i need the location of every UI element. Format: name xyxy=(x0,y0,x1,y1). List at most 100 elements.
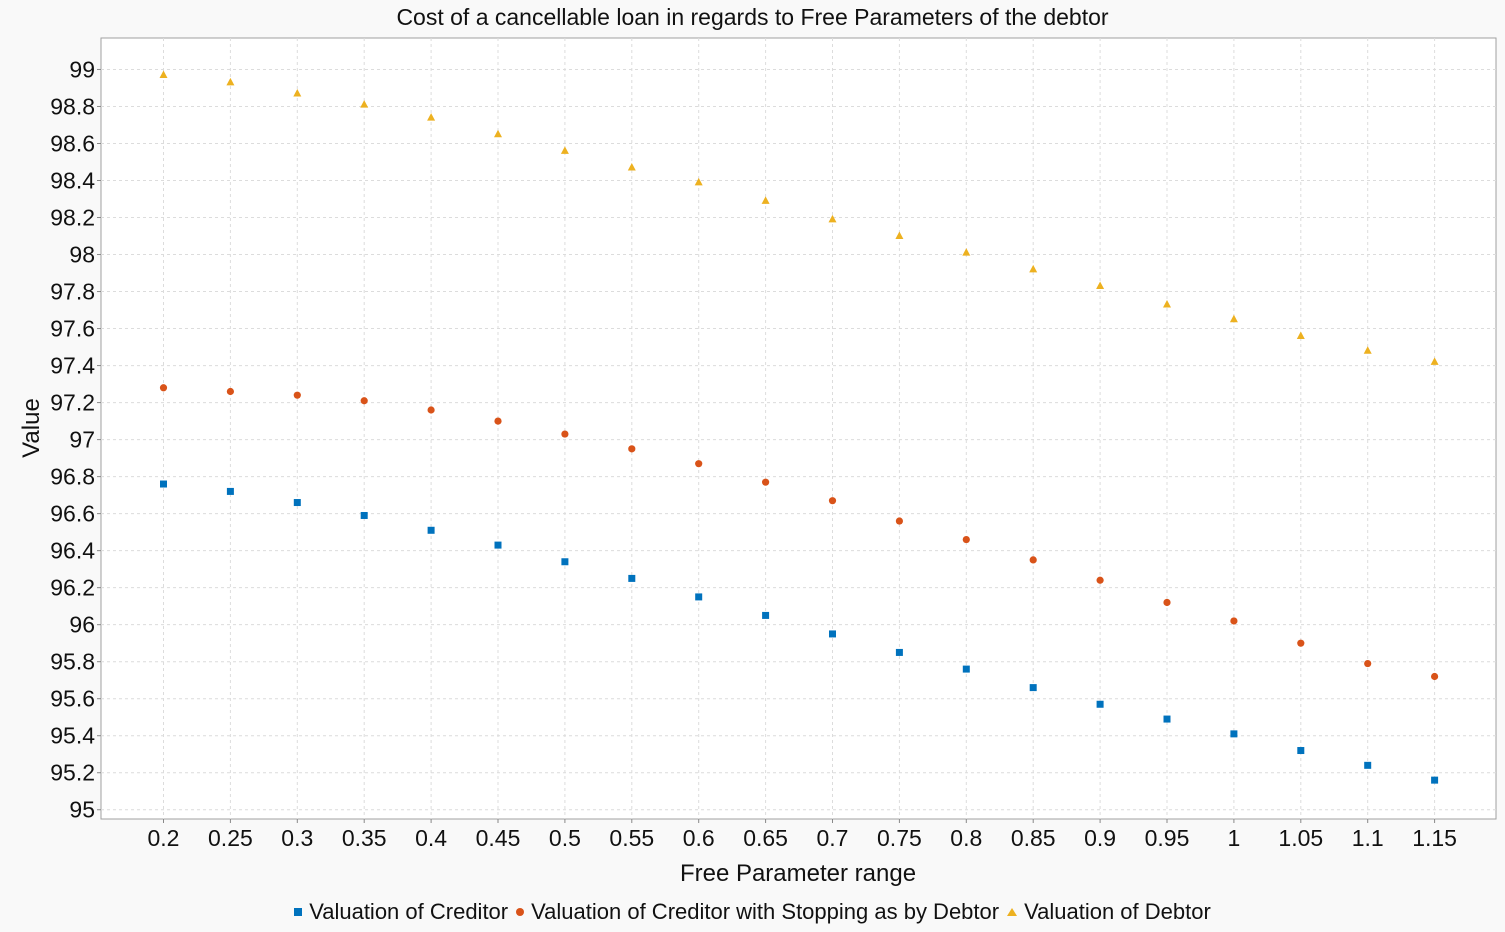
x-tick-label: 0.45 xyxy=(476,825,521,851)
data-point-triangle[interactable] xyxy=(1029,264,1038,273)
data-point-triangle[interactable] xyxy=(1096,281,1105,289)
data-point-square[interactable] xyxy=(1029,684,1037,692)
data-point-square[interactable] xyxy=(494,541,502,549)
data-point-circle[interactable] xyxy=(561,430,569,438)
data-point-circle[interactable] xyxy=(1297,639,1305,647)
data-point-circle[interactable] xyxy=(494,417,502,425)
x-tick-label: 0.3 xyxy=(281,825,313,851)
data-point-square[interactable] xyxy=(226,487,234,495)
data-point-square[interactable] xyxy=(1431,776,1439,784)
data-point-circle[interactable] xyxy=(962,535,970,544)
data-point-circle[interactable] xyxy=(695,460,703,468)
y-tick-label: 98.2 xyxy=(50,205,95,231)
data-point-square[interactable] xyxy=(360,511,368,519)
data-point-triangle[interactable] xyxy=(1430,357,1439,365)
y-tick-label: 97.6 xyxy=(50,316,95,342)
data-point-triangle[interactable] xyxy=(293,89,302,97)
data-point-triangle[interactable] xyxy=(1363,346,1372,354)
x-tick-label: 0.75 xyxy=(877,825,922,851)
data-point-square[interactable] xyxy=(962,665,970,673)
data-point-square[interactable] xyxy=(160,480,167,488)
data-point-square[interactable] xyxy=(895,648,903,656)
y-tick-label: 96 xyxy=(69,612,95,638)
data-point-square[interactable] xyxy=(427,526,435,534)
x-tick-label: 0.5 xyxy=(549,825,581,851)
x-axis-ticks: 0.2 0.25 0.3 0.35 0.4 0.45 0.5 0.55 0.6 0.65 0.7 0.… xyxy=(148,819,1457,851)
x-tick-label: 0.65 xyxy=(743,825,788,851)
data-point-circle[interactable] xyxy=(895,517,904,525)
data-point-circle[interactable] xyxy=(226,387,234,396)
data-point-square[interactable] xyxy=(293,499,301,507)
y-tick-label: 97.8 xyxy=(50,279,95,305)
series-2 xyxy=(159,384,1439,681)
data-point-circle[interactable] xyxy=(1029,556,1037,564)
data-point-circle[interactable] xyxy=(1431,672,1439,681)
data-point-square[interactable] xyxy=(695,593,703,601)
data-point-circle[interactable] xyxy=(293,391,301,399)
plot-area xyxy=(100,37,1497,820)
data-point-square[interactable] xyxy=(1364,761,1372,769)
data-point-circle[interactable] xyxy=(427,406,435,414)
x-tick-label: 0.25 xyxy=(208,825,253,851)
data-point-triangle[interactable] xyxy=(1296,331,1305,339)
x-tick-label: 0.7 xyxy=(817,825,849,851)
data-point-triangle[interactable] xyxy=(962,248,971,256)
legend-label: Valuation of Creditor with Stopping as b… xyxy=(531,899,1000,924)
y-tick-label: 97.2 xyxy=(50,390,95,416)
y-tick-label: 95.6 xyxy=(50,686,95,712)
data-point-square[interactable] xyxy=(1163,715,1171,723)
legend: Valuation of Creditor Valuation of Credi… xyxy=(0,899,1505,925)
series-1 xyxy=(160,480,1439,784)
grid-lines xyxy=(101,38,1496,819)
data-point-circle[interactable] xyxy=(1364,659,1372,668)
data-point-square[interactable] xyxy=(561,558,569,566)
square-marker-icon xyxy=(294,908,303,916)
data-point-triangle[interactable] xyxy=(1229,314,1238,323)
data-point-triangle[interactable] xyxy=(627,163,636,171)
data-point-triangle[interactable] xyxy=(226,77,235,86)
data-point-triangle[interactable] xyxy=(1163,300,1171,308)
data-point-triangle[interactable] xyxy=(360,100,369,108)
data-point-triangle[interactable] xyxy=(761,196,770,204)
x-tick-label: 0.4 xyxy=(415,825,447,851)
x-tick-label: 1.05 xyxy=(1278,825,1323,851)
data-series xyxy=(159,70,1439,784)
data-point-square[interactable] xyxy=(1096,700,1104,708)
x-tick-label: 0.95 xyxy=(1145,825,1190,851)
data-point-square[interactable] xyxy=(628,574,636,582)
data-point-triangle[interactable] xyxy=(694,177,703,186)
data-point-triangle[interactable] xyxy=(895,231,904,240)
x-tick-label: 0.6 xyxy=(683,825,715,851)
data-point-circle[interactable] xyxy=(159,384,168,392)
data-point-square[interactable] xyxy=(1297,747,1305,755)
data-point-triangle[interactable] xyxy=(560,146,569,154)
x-tick-label: 1 xyxy=(1228,825,1241,851)
data-point-square[interactable] xyxy=(829,630,836,638)
y-tick-label: 96.8 xyxy=(50,464,95,490)
data-point-circle[interactable] xyxy=(1096,576,1104,584)
x-tick-label: 1.15 xyxy=(1412,825,1457,851)
legend-item-creditor[interactable]: Valuation of Creditor xyxy=(294,899,508,925)
data-point-circle[interactable] xyxy=(762,478,770,486)
data-point-triangle[interactable] xyxy=(494,129,502,138)
x-tick-label: 0.55 xyxy=(609,825,654,851)
y-tick-label: 99 xyxy=(69,56,95,82)
data-point-circle[interactable] xyxy=(828,497,837,505)
data-point-triangle[interactable] xyxy=(427,113,436,121)
y-tick-label: 98.6 xyxy=(50,130,95,156)
legend-item-creditor-stopping[interactable]: Valuation of Creditor with Stopping as b… xyxy=(516,899,999,925)
data-point-triangle[interactable] xyxy=(159,70,168,79)
data-point-triangle[interactable] xyxy=(828,214,837,223)
y-tick-label: 95 xyxy=(69,797,95,823)
y-tick-label: 97 xyxy=(69,427,95,453)
data-point-circle[interactable] xyxy=(628,445,636,453)
data-point-square[interactable] xyxy=(762,611,770,619)
data-point-circle[interactable] xyxy=(360,397,368,405)
data-point-circle[interactable] xyxy=(1163,598,1171,607)
y-tick-label: 95.4 xyxy=(50,723,95,749)
x-tick-label: 0.35 xyxy=(342,825,387,851)
data-point-square[interactable] xyxy=(1230,730,1238,738)
y-tick-label: 96.4 xyxy=(50,538,95,564)
legend-item-debtor[interactable]: Valuation of Debtor xyxy=(1007,899,1211,925)
data-point-circle[interactable] xyxy=(1230,617,1238,625)
